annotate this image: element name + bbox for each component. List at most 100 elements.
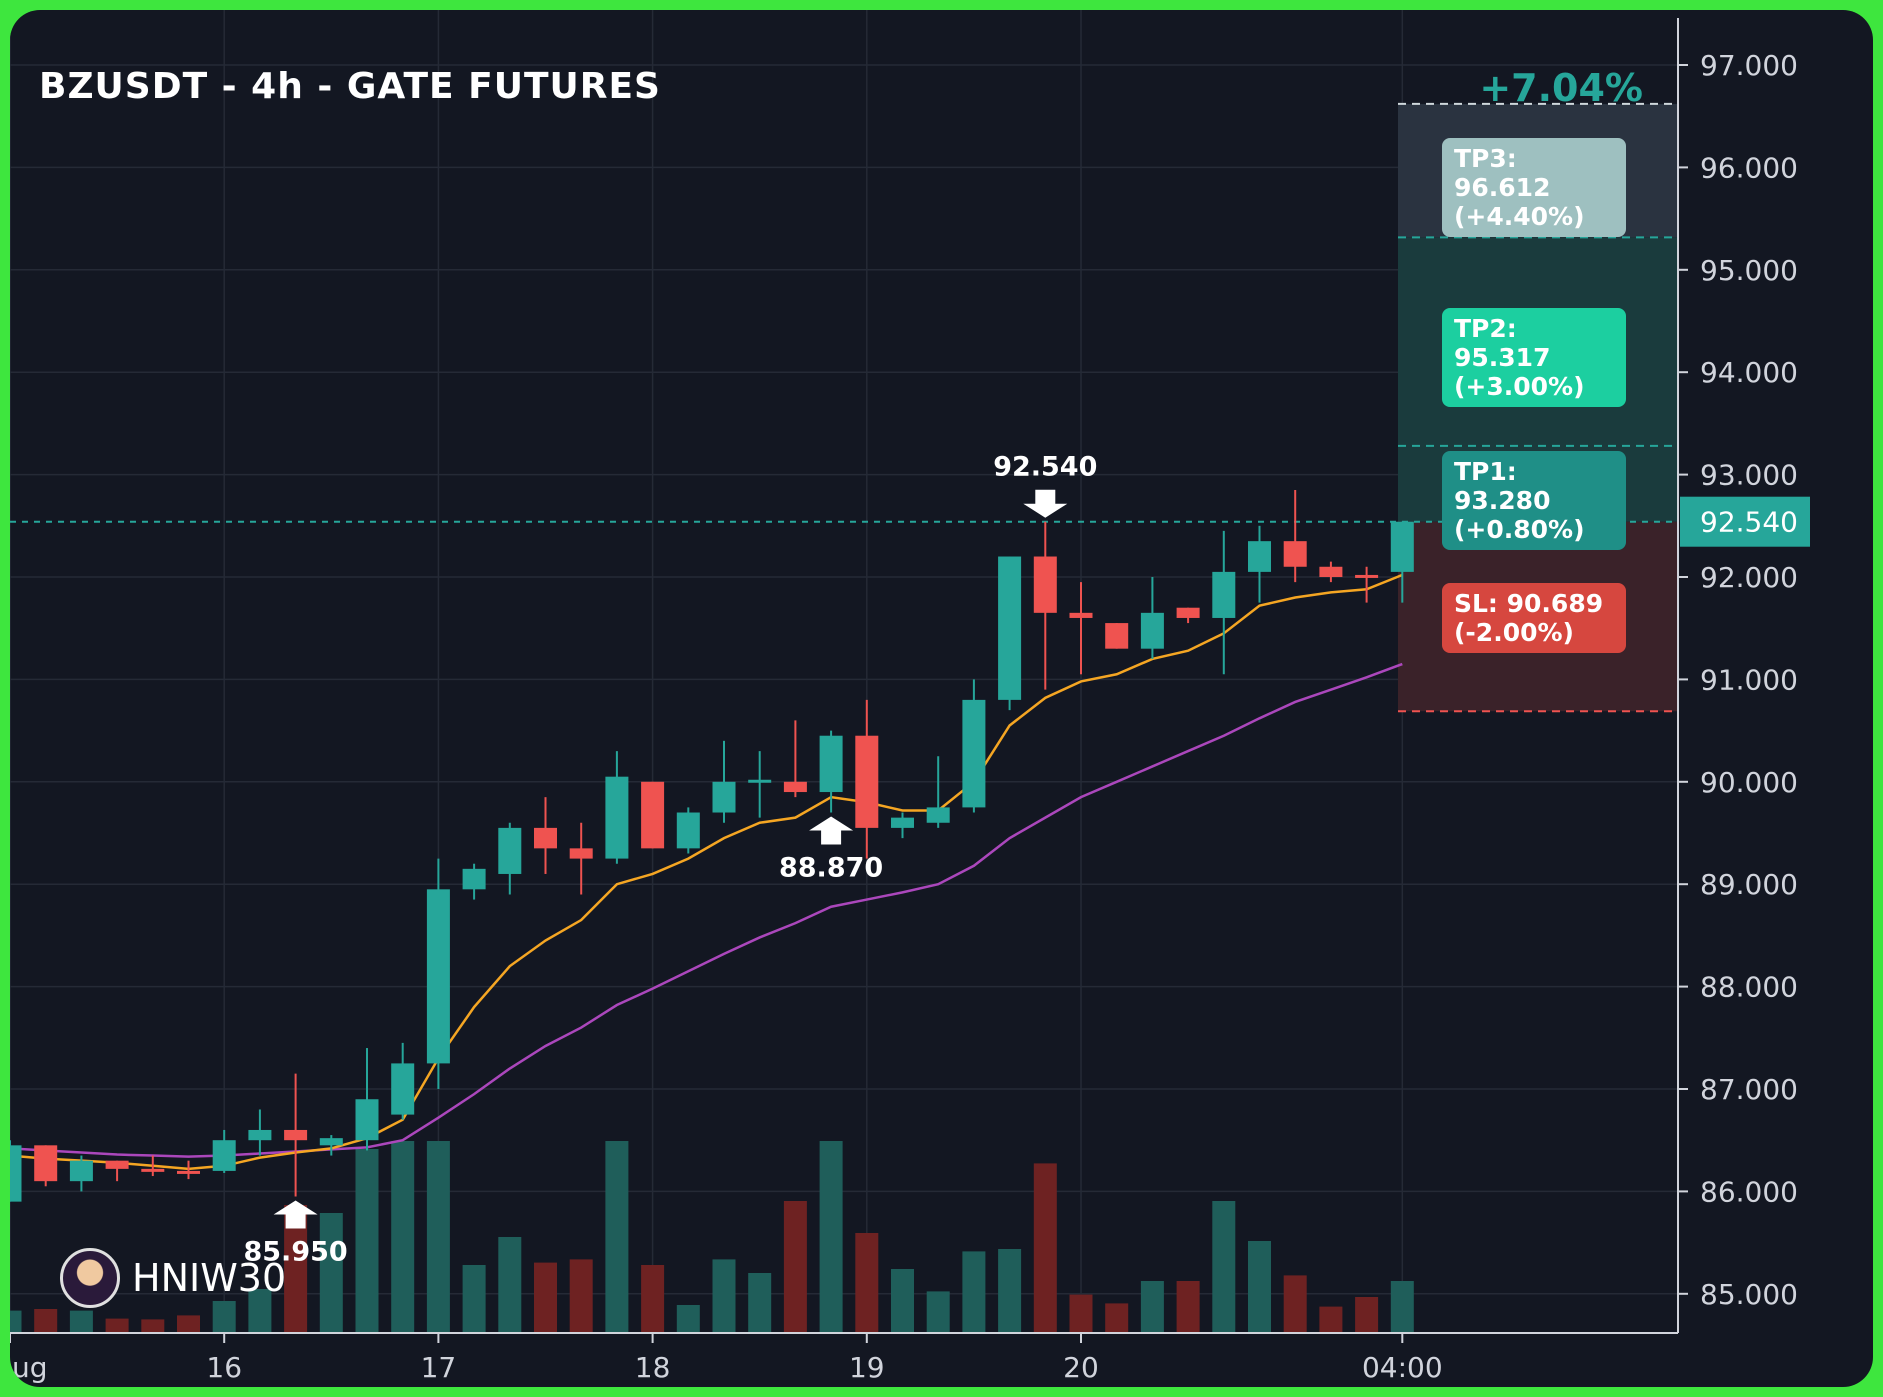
candle-body: [891, 817, 914, 828]
tp3-label: TP3: 96.612 (+4.40%): [1442, 138, 1626, 237]
candle-body: [10, 1145, 22, 1202]
avatar-icon: [60, 1248, 120, 1308]
volume-bar: [1176, 1281, 1200, 1333]
price-annotations: 85.950 88.870 92.540: [243, 452, 1097, 1268]
volume-bar: [1212, 1201, 1236, 1333]
candle-body: [1212, 571, 1236, 618]
sell-arrow-icon: [1023, 489, 1068, 518]
candle-body: [1319, 566, 1343, 577]
time-tick-label: 16: [206, 1351, 242, 1384]
volume-bar: [962, 1251, 986, 1333]
volume-bar: [748, 1273, 772, 1333]
tp3-price: TP3: 96.612: [1454, 144, 1551, 202]
price-tick-label: 86.000: [1700, 1175, 1798, 1208]
price-tick-label: 96.000: [1700, 151, 1798, 184]
total-gain-label: +7.04%: [1479, 66, 1643, 110]
candle-body: [498, 827, 522, 874]
candle-body: [569, 848, 593, 859]
candle-body: [462, 868, 486, 890]
volume-bar: [998, 1249, 1022, 1333]
tp2-label: TP2: 95.317 (+3.00%): [1442, 308, 1626, 407]
candle-body: [1140, 612, 1164, 649]
sl-label: SL: 90.689 (-2.00%): [1442, 583, 1626, 653]
buy-arrow-icon: [809, 816, 854, 845]
candle-body: [426, 889, 450, 1064]
volume-bar: [676, 1305, 700, 1333]
candles: [10, 489, 1414, 1202]
candle-body: [1248, 541, 1271, 572]
ema-fast-line: [10, 573, 1403, 1171]
time-tick-label: ug: [12, 1351, 48, 1384]
volume-bar: [783, 1201, 807, 1333]
volume-bar: [1390, 1281, 1414, 1333]
candle-body: [1069, 612, 1093, 618]
volume-bar: [1105, 1303, 1129, 1333]
tp2-percent: (+3.00%): [1454, 372, 1585, 401]
volume-bar: [10, 1310, 22, 1333]
candle-body: [676, 812, 700, 849]
price-tick-label: 87.000: [1700, 1073, 1798, 1106]
candle-body: [319, 1138, 343, 1146]
volume-bar: [1140, 1281, 1164, 1333]
candle-body: [605, 776, 629, 859]
volume-bar: [569, 1259, 593, 1333]
volume-bar: [1355, 1297, 1379, 1333]
volume-bar: [926, 1291, 950, 1333]
annotation-label: 85.950: [243, 1237, 347, 1268]
candle-body: [534, 827, 557, 849]
volume-bar: [34, 1309, 58, 1333]
price-tick-label: 92.000: [1700, 561, 1798, 594]
candle-body: [926, 807, 950, 823]
candle-body: [34, 1145, 58, 1182]
candle-body: [391, 1063, 415, 1115]
current-price-label: 92.540: [1700, 506, 1798, 539]
volume-bar: [819, 1141, 843, 1333]
price-tick-label: 91.000: [1700, 663, 1798, 696]
volume-bar: [284, 1205, 308, 1333]
candle-body: [641, 781, 665, 849]
chart-title: BZUSDT - 4h - GATE FUTURES: [39, 66, 661, 107]
tp3-percent: (+4.40%): [1454, 202, 1585, 231]
price-tick-label: 89.000: [1700, 868, 1798, 901]
candle-body: [1105, 623, 1129, 649]
tp1-label: TP1: 93.280 (+0.80%): [1442, 451, 1626, 550]
volume-bar: [212, 1301, 236, 1333]
time-tick-label: 04:00: [1362, 1351, 1443, 1384]
ema-slow-line: [10, 662, 1403, 1158]
brand-watermark: HNIW30: [60, 1248, 286, 1308]
volume-bar: [891, 1269, 914, 1333]
volume-bar: [105, 1318, 129, 1333]
chart-frame: 85.950 88.870 92.540 85.000 86.000 87.000 88.…: [10, 10, 1873, 1387]
volume-bar: [855, 1233, 879, 1333]
candle-body: [1176, 607, 1200, 618]
ema-lines: [10, 573, 1403, 1171]
candle-body: [712, 781, 736, 813]
volume-bar: [498, 1237, 522, 1333]
volume-bar: [1069, 1294, 1093, 1333]
brand-name: HNIW30: [132, 1256, 287, 1300]
candle-body: [212, 1140, 236, 1171]
sl-price: SL: 90.689: [1454, 589, 1604, 618]
volume-bar: [1033, 1163, 1057, 1333]
candle-body: [284, 1129, 308, 1141]
price-axis: 85.000 86.000 87.000 88.000 89.000 90.000 91.0…: [10, 18, 1810, 1384]
price-tick-label: 85.000: [1700, 1278, 1798, 1311]
price-tick-label: 93.000: [1700, 459, 1798, 492]
volume-bar: [1283, 1275, 1307, 1333]
volume-bar: [391, 1141, 415, 1333]
target-zones: [10, 102, 1678, 713]
volume-bar: [712, 1259, 736, 1333]
volume-bar: [1319, 1306, 1343, 1333]
volume-bar: [1248, 1241, 1271, 1333]
tp1-percent: (+0.80%): [1454, 515, 1585, 544]
price-tick-label: 88.000: [1700, 971, 1798, 1004]
candle-body: [962, 699, 986, 808]
time-tick-label: 20: [1063, 1351, 1099, 1384]
volume-bar: [319, 1213, 343, 1333]
price-tick-label: 97.000: [1700, 49, 1798, 82]
candle-body: [177, 1170, 200, 1174]
annotation-label: 92.540: [993, 452, 1097, 483]
sl-percent: (-2.00%): [1454, 618, 1574, 647]
price-tick-label: 90.000: [1700, 766, 1798, 799]
time-tick-label: 17: [421, 1351, 457, 1384]
